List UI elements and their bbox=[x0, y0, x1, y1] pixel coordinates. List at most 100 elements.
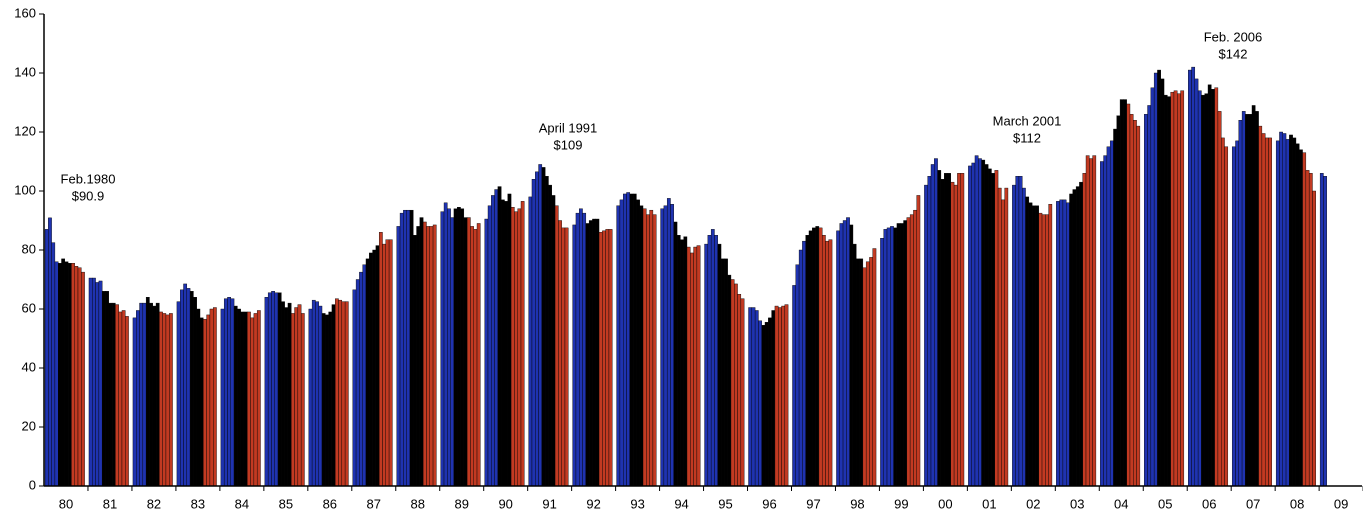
bar bbox=[1069, 193, 1074, 487]
bar bbox=[1173, 90, 1178, 487]
bar bbox=[507, 193, 512, 487]
bar bbox=[865, 261, 870, 487]
bar bbox=[409, 209, 414, 487]
bar bbox=[300, 313, 305, 487]
bar bbox=[240, 311, 245, 487]
bar bbox=[1279, 131, 1283, 487]
bar bbox=[308, 308, 313, 487]
bar bbox=[1251, 105, 1256, 487]
bar bbox=[652, 214, 657, 487]
bar bbox=[1062, 199, 1067, 487]
bar bbox=[818, 227, 823, 487]
x-tick-label: 99 bbox=[894, 496, 908, 511]
bar bbox=[504, 201, 508, 487]
x-tick-label: 87 bbox=[367, 496, 381, 511]
bar bbox=[953, 184, 958, 487]
bar bbox=[331, 304, 336, 487]
bar bbox=[623, 193, 627, 487]
bar bbox=[1031, 205, 1036, 487]
bar bbox=[189, 291, 194, 487]
x-tick-label: 84 bbox=[235, 496, 249, 511]
bar bbox=[1048, 204, 1053, 487]
bar bbox=[934, 158, 938, 487]
bar bbox=[900, 223, 904, 487]
bar bbox=[142, 302, 147, 487]
bar bbox=[994, 170, 999, 487]
bar bbox=[237, 308, 241, 487]
bar bbox=[616, 205, 621, 487]
bar bbox=[213, 307, 217, 487]
y-tick-label: 40 bbox=[22, 359, 36, 374]
x-tick-label: 96 bbox=[762, 496, 776, 511]
bar bbox=[670, 204, 674, 487]
bar bbox=[1302, 152, 1307, 487]
x-tick-label: 81 bbox=[103, 496, 117, 511]
bar bbox=[196, 308, 201, 487]
bar bbox=[388, 239, 393, 487]
bar bbox=[338, 299, 343, 487]
bar bbox=[1295, 143, 1300, 487]
bar bbox=[825, 240, 829, 487]
bar bbox=[602, 230, 606, 487]
bar bbox=[632, 193, 637, 487]
bar bbox=[802, 240, 806, 487]
bar bbox=[727, 274, 732, 487]
bar bbox=[491, 195, 495, 487]
bar bbox=[1123, 99, 1127, 487]
bar bbox=[230, 298, 235, 487]
x-tick-label: 80 bbox=[59, 496, 73, 511]
x-tick-label: 89 bbox=[454, 496, 468, 511]
bar bbox=[1038, 212, 1043, 487]
y-tick-label: 140 bbox=[14, 64, 36, 79]
bar bbox=[281, 301, 285, 487]
bar bbox=[359, 271, 363, 487]
bar bbox=[1113, 128, 1117, 487]
bar bbox=[341, 301, 346, 487]
bar bbox=[1214, 87, 1219, 487]
bar bbox=[81, 271, 85, 487]
bar bbox=[145, 297, 150, 487]
x-tick-label: 08 bbox=[1290, 496, 1304, 511]
x-tick-label: 06 bbox=[1202, 496, 1216, 511]
x-tick-label: 00 bbox=[938, 496, 952, 511]
y-tick-label: 60 bbox=[22, 300, 36, 315]
bar bbox=[592, 218, 596, 487]
bar bbox=[839, 223, 844, 487]
bar bbox=[828, 239, 833, 487]
bar bbox=[1136, 125, 1141, 487]
bar bbox=[271, 291, 275, 487]
bar bbox=[531, 178, 536, 487]
bar bbox=[473, 229, 478, 487]
bar bbox=[636, 199, 640, 487]
bar bbox=[406, 209, 411, 487]
bar bbox=[1207, 84, 1212, 487]
bar bbox=[369, 252, 373, 487]
bar bbox=[149, 302, 153, 487]
bar bbox=[294, 307, 299, 487]
bar bbox=[267, 292, 272, 487]
bar bbox=[291, 313, 295, 487]
bar bbox=[582, 212, 587, 487]
bar bbox=[690, 252, 694, 487]
x-tick-label: 88 bbox=[411, 496, 425, 511]
bar bbox=[277, 292, 282, 487]
bar bbox=[1004, 187, 1009, 487]
bar bbox=[1258, 125, 1263, 487]
bar bbox=[199, 317, 204, 487]
bar bbox=[1282, 133, 1287, 487]
bar bbox=[1319, 173, 1324, 487]
bar bbox=[426, 226, 430, 487]
bar bbox=[937, 170, 942, 487]
bar bbox=[155, 302, 160, 487]
bar bbox=[422, 221, 427, 487]
bar bbox=[1066, 202, 1070, 487]
bar bbox=[284, 307, 289, 487]
bar bbox=[223, 298, 228, 487]
bar bbox=[821, 235, 826, 487]
bar bbox=[1041, 214, 1046, 487]
bar bbox=[476, 223, 481, 487]
bar bbox=[256, 310, 261, 487]
bar bbox=[118, 311, 123, 487]
bar bbox=[1075, 186, 1080, 487]
bar bbox=[707, 235, 712, 487]
